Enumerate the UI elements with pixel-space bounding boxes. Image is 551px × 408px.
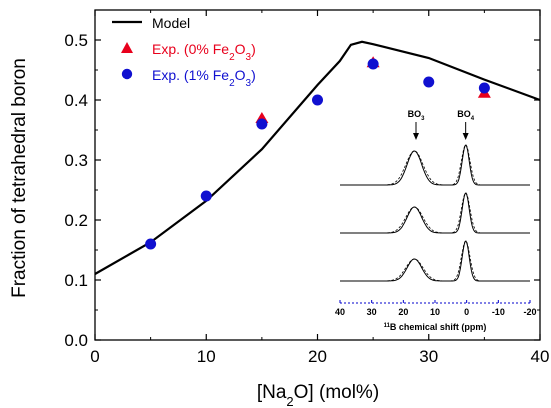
inset-tick-label: 40 xyxy=(335,307,345,317)
inset-arrowhead xyxy=(413,133,419,140)
inset-tick-label: 10 xyxy=(430,307,440,317)
legend-label-exp1: Exp. (1% Fe2O3) xyxy=(152,67,256,89)
inset-tick-label: 30 xyxy=(367,307,377,317)
marker-layer xyxy=(145,56,491,250)
model-line xyxy=(94,40,541,275)
x-tick-label: 10 xyxy=(197,347,216,366)
y-tick-label: 0.1 xyxy=(64,271,88,290)
y-tick-label: 0.3 xyxy=(64,151,88,170)
inset-spectrum-fit xyxy=(340,192,530,234)
y-tick-label: 0.2 xyxy=(64,211,88,230)
inset-tick-label: 20 xyxy=(398,307,408,317)
inset-tick-label: -20 xyxy=(523,307,536,317)
inset-spectrum xyxy=(340,240,530,282)
y-axis-label: Fraction of tetrahedral boron xyxy=(9,58,30,298)
x-axis: 0 10 20 30 40 xyxy=(90,10,549,366)
circle-point xyxy=(256,118,268,130)
legend-label-model: Model xyxy=(152,15,190,31)
legend-circle-swatch xyxy=(121,68,133,80)
y-tick-label: 0.0 xyxy=(64,331,88,350)
x-axis-label: [Na2O] (mol%) xyxy=(257,382,379,408)
x-tick-label: 30 xyxy=(419,347,438,366)
circle-point xyxy=(423,76,435,88)
nmr-inset: 40 30 20 10 0 -10 -20 11B chemical shift (ppm) B… xyxy=(335,109,537,332)
inset-annotation: BO4 xyxy=(457,109,475,122)
circle-point xyxy=(312,94,323,106)
x-tick-label: 0 xyxy=(90,347,99,366)
y-tick-label: 0.5 xyxy=(64,31,88,50)
y-axis: 0.0 0.1 0.2 0.3 0.4 0.5 xyxy=(64,9,540,350)
inset-arrowhead xyxy=(462,133,469,140)
inset-spectrum-fit xyxy=(340,240,530,282)
legend: Model Exp. (0% Fe2O3) Exp. (1% Fe2O3) xyxy=(112,15,256,89)
circle-point xyxy=(478,82,490,94)
inset-spectrum xyxy=(340,192,530,234)
circle-point xyxy=(200,190,212,202)
circle-point xyxy=(367,58,379,70)
inset-spectrum-fit xyxy=(340,144,530,186)
inset-spectrum xyxy=(340,144,530,186)
x-tick-label: 40 xyxy=(531,347,550,366)
inset-tick-label: 0 xyxy=(464,307,469,317)
y-tick-label: 0.4 xyxy=(64,91,88,110)
inset-annotation: BO3 xyxy=(408,109,426,122)
circle-point xyxy=(145,238,157,250)
legend-label-exp0: Exp. (0% Fe2O3) xyxy=(152,41,256,63)
inset-x-label: 11B chemical shift (ppm) xyxy=(384,322,487,332)
model-series xyxy=(94,40,541,275)
x-tick-label: 20 xyxy=(308,347,327,366)
legend-triangle-swatch xyxy=(121,42,133,53)
inset-tick-label: -10 xyxy=(492,307,505,317)
